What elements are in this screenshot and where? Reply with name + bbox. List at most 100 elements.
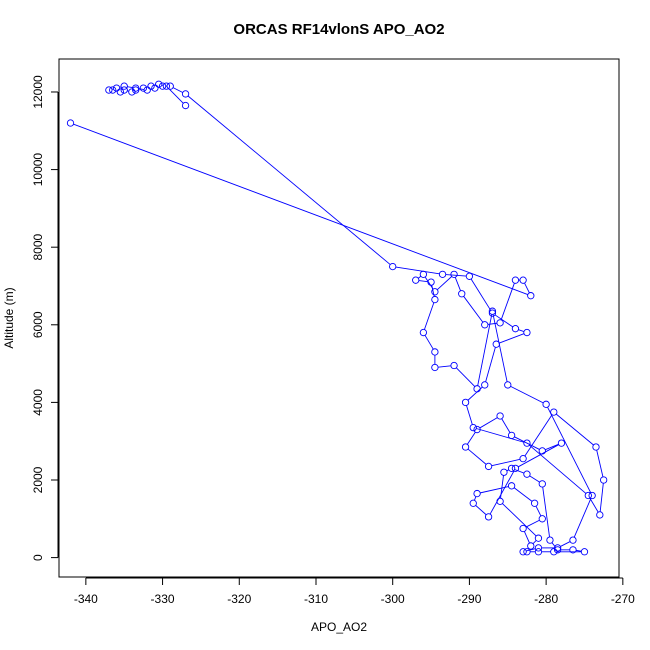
- series-segment: [470, 278, 492, 311]
- series-segment: [73, 123, 528, 295]
- data-point: [523, 328, 531, 337]
- data-point: [481, 321, 489, 329]
- data-point: [431, 295, 439, 304]
- data-point: [469, 499, 477, 507]
- series-segment: [417, 275, 422, 279]
- data-point: [530, 499, 539, 507]
- series-segment: [455, 367, 476, 387]
- series-segment: [518, 329, 525, 332]
- series-segment: [445, 274, 467, 277]
- data-point: [438, 270, 447, 278]
- series-segment: [573, 498, 592, 538]
- series-segment: [589, 498, 599, 513]
- data-point: [181, 101, 190, 110]
- data-point: [538, 515, 546, 523]
- data-point: [527, 292, 535, 300]
- data-point: [427, 278, 435, 286]
- data-point: [128, 88, 136, 96]
- data-point: [600, 476, 608, 484]
- series-segment: [500, 475, 504, 499]
- series-segment: [138, 88, 145, 90]
- series-segment: [526, 548, 536, 552]
- x-tick-label: -310: [304, 592, 328, 606]
- data-point: [538, 447, 546, 455]
- data-point: [542, 400, 550, 408]
- data-point: [546, 536, 554, 544]
- data-point: [553, 544, 562, 552]
- series-segment: [475, 505, 487, 516]
- series-segment: [535, 505, 542, 517]
- data-point: [389, 262, 397, 271]
- series-segment: [525, 519, 540, 528]
- data-point: [588, 491, 596, 500]
- data-point: [519, 276, 527, 284]
- series-segment: [596, 450, 604, 477]
- data-point: [496, 497, 504, 505]
- data-point: [143, 86, 151, 94]
- data-point: [519, 524, 527, 533]
- y-axis-label: Altitude (m): [2, 287, 16, 348]
- series-segment: [168, 88, 184, 104]
- data-point: [507, 431, 516, 440]
- series-segment: [187, 95, 391, 265]
- series-segment: [524, 282, 530, 294]
- data-point: [592, 443, 600, 451]
- series-segment: [545, 443, 559, 451]
- chart-title: ORCAS RF14vlonS APO_AO2: [233, 21, 444, 38]
- series-segment: [487, 322, 497, 325]
- data-point: [584, 491, 592, 500]
- series-segment: [555, 413, 594, 446]
- data-point: [492, 340, 500, 348]
- data-point: [105, 86, 113, 94]
- plot-frame: [58, 58, 620, 578]
- data-point: [66, 119, 75, 127]
- data-point: [419, 270, 428, 278]
- x-tick-label: -300: [381, 592, 405, 606]
- data-point: [496, 319, 504, 327]
- data-point: [461, 398, 470, 407]
- series-segment: [172, 87, 183, 93]
- data-point: [450, 361, 458, 370]
- data-point: [181, 90, 190, 98]
- series-segment: [492, 314, 508, 382]
- data-point: [469, 423, 477, 432]
- y-tick-label: 0: [31, 554, 45, 561]
- series-segment: [560, 541, 571, 547]
- data-point: [162, 82, 171, 90]
- data-point: [550, 408, 558, 416]
- data-point: [151, 84, 159, 92]
- data-point: [534, 534, 543, 542]
- series-segment: [501, 418, 511, 433]
- data-point: [527, 542, 535, 550]
- series-segment: [466, 431, 476, 445]
- data-point: [431, 348, 439, 356]
- data-point: [473, 385, 481, 393]
- data-point: [139, 84, 148, 92]
- data-point: [569, 546, 577, 554]
- data-point: [132, 84, 140, 92]
- data-point: [109, 86, 117, 94]
- data-point: [488, 309, 497, 317]
- data-point: [580, 548, 589, 556]
- data-point: [523, 439, 531, 447]
- series-segment: [510, 385, 544, 404]
- data-point: [511, 325, 520, 333]
- x-tick-label: -280: [534, 592, 558, 606]
- data-point: [569, 536, 577, 544]
- series-segment: [547, 406, 592, 493]
- data-point: [484, 513, 493, 521]
- x-axis-label: APO_AO2: [311, 620, 367, 634]
- series-segment: [500, 283, 515, 320]
- data-point: [500, 468, 508, 476]
- series-segment: [424, 276, 434, 290]
- x-tick-label: -290: [457, 592, 481, 606]
- series-segment: [436, 276, 453, 290]
- data-point: [550, 548, 558, 556]
- series-segment: [438, 365, 451, 368]
- data-point: [511, 464, 520, 473]
- series-segment: [454, 277, 461, 291]
- series-segment: [485, 347, 496, 382]
- y-axis: 0 2000 4000 6000 8000 10000 12000: [31, 75, 59, 561]
- data-point: [158, 82, 167, 90]
- series-segment: [514, 436, 540, 450]
